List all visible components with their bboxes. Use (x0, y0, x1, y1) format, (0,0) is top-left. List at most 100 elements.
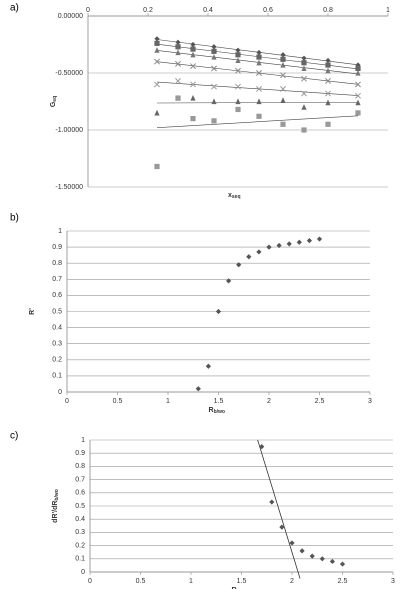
y-tick-label: 0.3 (52, 341, 62, 348)
marker (301, 60, 307, 66)
y-tick-label: 0.4 (52, 324, 62, 331)
y-tick-label: 0.7 (75, 476, 85, 483)
marker (355, 92, 361, 99)
y-tick-label: 0.8 (75, 463, 85, 470)
y-tick-label: 0.3 (75, 529, 85, 536)
trendline (156, 115, 359, 128)
marker (175, 60, 181, 67)
x-tick-label: 3 (368, 398, 372, 405)
marker (309, 553, 315, 559)
marker (299, 548, 305, 554)
x-tick-label: 0.6 (263, 7, 273, 14)
marker (280, 56, 286, 62)
marker (280, 97, 286, 103)
marker (280, 121, 286, 127)
x-axis-label-main: R (232, 587, 237, 589)
y-tick-label: -1.50000 (55, 184, 83, 191)
x-axis-label-main: R (209, 407, 214, 414)
marker (235, 47, 241, 53)
marker (190, 51, 196, 58)
marker (301, 75, 307, 82)
tangent-line (257, 439, 301, 579)
y-axis-label-main: R' (29, 308, 36, 315)
y-tick-label: 0.2 (52, 357, 62, 364)
marker (211, 65, 217, 72)
marker (289, 540, 295, 546)
marker (154, 40, 160, 46)
marker (256, 59, 262, 66)
x-tick-label: 2 (290, 578, 294, 585)
y-tick-label: 0.9 (75, 450, 85, 457)
marker (325, 121, 331, 127)
marker (325, 78, 331, 84)
x-tick-label: 1 (386, 7, 390, 14)
y-tick-label: -0.50000 (55, 70, 83, 77)
marker (301, 90, 307, 97)
x-tick-label: 0.8 (323, 7, 333, 14)
marker (235, 57, 241, 64)
marker (211, 118, 217, 124)
marker (175, 49, 181, 56)
y-axis-label-main: dR'/dR (52, 501, 59, 523)
y-tick-label: 0.5 (75, 503, 85, 510)
x-axis-label: Rb/wo (232, 587, 248, 589)
marker (211, 44, 217, 50)
y-tick-label: 0.6 (52, 292, 62, 299)
marker (276, 242, 282, 249)
marker (355, 65, 361, 72)
marker (280, 52, 286, 58)
marker (256, 49, 262, 56)
marker (190, 46, 196, 52)
marker (154, 36, 160, 42)
y-tick-label: 0.00000 (58, 13, 83, 20)
y-tick-label: 1 (58, 228, 62, 235)
y-tick-label: 0.4 (75, 516, 85, 523)
y-axis-label-main: G (50, 101, 57, 107)
marker (256, 113, 262, 119)
marker (236, 262, 242, 268)
y-tick-label: 0.7 (52, 276, 62, 283)
x-tick-label: 0 (65, 398, 69, 405)
marker (190, 94, 196, 101)
x-axis-label-sub: seq (232, 194, 241, 200)
marker (154, 81, 160, 88)
marker (235, 98, 241, 105)
marker (211, 98, 217, 105)
panel-label: c) (10, 431, 18, 442)
marker (256, 249, 262, 255)
marker (279, 524, 285, 530)
marker (325, 57, 331, 64)
marker (175, 39, 181, 45)
marker (235, 52, 241, 58)
marker (175, 78, 181, 84)
trendline (156, 61, 359, 85)
marker (211, 48, 217, 54)
y-tick-label: 0.9 (52, 244, 62, 251)
x-tick-label: 0.2 (143, 7, 153, 14)
x-tick-label: 1.5 (214, 398, 224, 405)
marker (266, 244, 272, 250)
y-tick-label: 0.1 (52, 373, 62, 380)
x-tick-label: 2.5 (315, 398, 325, 405)
marker (325, 90, 331, 97)
y-axis-label-sub: eq (52, 96, 58, 102)
marker (280, 61, 286, 68)
marker (226, 278, 232, 284)
y-tick-label: 0.5 (52, 308, 62, 315)
marker (316, 236, 323, 242)
y-tick-label: 0.2 (75, 542, 85, 549)
x-tick-label: 1.5 (237, 578, 247, 585)
marker (195, 386, 201, 392)
y-tick-label: 0.6 (75, 490, 85, 497)
marker (301, 127, 307, 133)
marker (301, 65, 307, 72)
trendline (156, 50, 359, 75)
x-axis-label-main: x (228, 192, 232, 199)
marker (235, 67, 241, 74)
marker (256, 86, 262, 92)
panel-label: a) (10, 3, 19, 14)
marker (175, 44, 181, 50)
marker (256, 70, 262, 76)
marker (190, 41, 196, 48)
marker (280, 72, 286, 79)
